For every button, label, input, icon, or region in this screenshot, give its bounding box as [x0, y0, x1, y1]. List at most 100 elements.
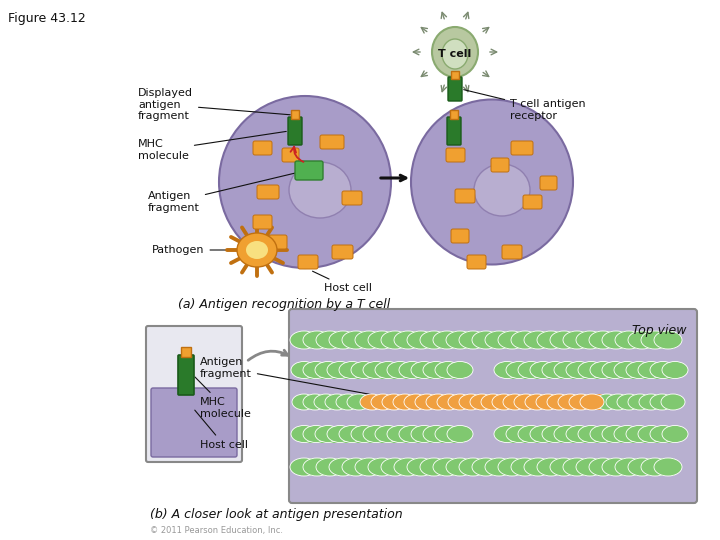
Ellipse shape [615, 458, 643, 476]
Ellipse shape [628, 458, 656, 476]
Bar [304, 426, 464, 443]
Ellipse shape [554, 361, 580, 379]
Ellipse shape [329, 331, 357, 349]
Ellipse shape [382, 394, 406, 410]
Ellipse shape [459, 394, 483, 410]
Ellipse shape [394, 331, 422, 349]
Ellipse shape [351, 361, 377, 379]
Ellipse shape [371, 394, 395, 410]
Text: Antigen
fragment: Antigen fragment [148, 171, 305, 213]
Ellipse shape [589, 331, 617, 349]
Ellipse shape [342, 458, 370, 476]
Ellipse shape [518, 361, 544, 379]
Text: T cell antigen
receptor: T cell antigen receptor [464, 90, 585, 121]
FancyBboxPatch shape [289, 309, 697, 503]
Text: MHC
molecule: MHC molecule [195, 377, 251, 419]
FancyBboxPatch shape [151, 388, 237, 457]
Text: T cell: T cell [438, 49, 472, 59]
FancyBboxPatch shape [455, 189, 475, 203]
Text: MHC
molecule: MHC molecule [138, 131, 287, 161]
FancyBboxPatch shape [448, 77, 462, 101]
Ellipse shape [459, 331, 487, 349]
Ellipse shape [327, 426, 353, 442]
Text: Pathogen: Pathogen [152, 245, 234, 255]
Ellipse shape [595, 394, 619, 410]
FancyBboxPatch shape [253, 141, 272, 155]
Ellipse shape [292, 394, 316, 410]
Ellipse shape [303, 331, 331, 349]
Ellipse shape [472, 458, 500, 476]
FancyBboxPatch shape [540, 176, 557, 190]
FancyBboxPatch shape [511, 141, 533, 155]
Bar [607, 394, 677, 410]
Ellipse shape [474, 164, 530, 216]
Ellipse shape [432, 27, 478, 77]
Ellipse shape [638, 361, 664, 379]
Ellipse shape [375, 361, 401, 379]
Ellipse shape [525, 394, 549, 410]
Ellipse shape [290, 331, 318, 349]
FancyBboxPatch shape [269, 235, 287, 249]
Ellipse shape [342, 331, 370, 349]
Ellipse shape [448, 394, 472, 410]
Ellipse shape [494, 361, 520, 379]
FancyBboxPatch shape [253, 215, 272, 229]
Ellipse shape [336, 394, 360, 410]
Ellipse shape [550, 458, 578, 476]
Ellipse shape [394, 458, 422, 476]
Ellipse shape [375, 426, 401, 442]
FancyBboxPatch shape [491, 158, 509, 172]
Ellipse shape [325, 394, 349, 410]
Ellipse shape [626, 361, 652, 379]
Ellipse shape [303, 394, 327, 410]
Ellipse shape [518, 426, 544, 442]
Ellipse shape [641, 331, 669, 349]
Ellipse shape [602, 458, 630, 476]
Ellipse shape [327, 361, 353, 379]
Ellipse shape [219, 96, 391, 268]
Ellipse shape [550, 331, 578, 349]
Ellipse shape [291, 426, 317, 442]
Text: (a) Antigen recognition by a T cell: (a) Antigen recognition by a T cell [178, 298, 390, 311]
Ellipse shape [303, 426, 329, 442]
Ellipse shape [339, 426, 365, 442]
Ellipse shape [393, 394, 417, 410]
Ellipse shape [420, 331, 448, 349]
Ellipse shape [485, 458, 513, 476]
Ellipse shape [246, 241, 268, 259]
Ellipse shape [606, 394, 630, 410]
Bar [372, 394, 602, 410]
FancyBboxPatch shape [298, 255, 318, 269]
Ellipse shape [615, 331, 643, 349]
Ellipse shape [446, 458, 474, 476]
Ellipse shape [485, 331, 513, 349]
FancyBboxPatch shape [502, 245, 522, 259]
Ellipse shape [590, 361, 616, 379]
Ellipse shape [662, 426, 688, 442]
Ellipse shape [447, 361, 473, 379]
Ellipse shape [650, 426, 676, 442]
Ellipse shape [472, 331, 500, 349]
Ellipse shape [638, 426, 664, 442]
Ellipse shape [492, 394, 516, 410]
FancyBboxPatch shape [446, 148, 465, 162]
Ellipse shape [387, 426, 413, 442]
Ellipse shape [602, 331, 630, 349]
Ellipse shape [628, 394, 652, 410]
Ellipse shape [426, 394, 450, 410]
Ellipse shape [639, 394, 663, 410]
Ellipse shape [576, 331, 604, 349]
Ellipse shape [628, 331, 656, 349]
Ellipse shape [368, 458, 396, 476]
Ellipse shape [641, 458, 669, 476]
Ellipse shape [563, 458, 591, 476]
Ellipse shape [576, 458, 604, 476]
Ellipse shape [589, 458, 617, 476]
Ellipse shape [411, 426, 437, 442]
Ellipse shape [547, 394, 571, 410]
FancyBboxPatch shape [342, 191, 362, 205]
Text: © 2011 Pearson Education, Inc.: © 2011 Pearson Education, Inc. [150, 526, 283, 535]
Ellipse shape [407, 458, 435, 476]
Ellipse shape [404, 394, 428, 410]
Text: Displayed
antigen
fragment: Displayed antigen fragment [138, 88, 290, 121]
